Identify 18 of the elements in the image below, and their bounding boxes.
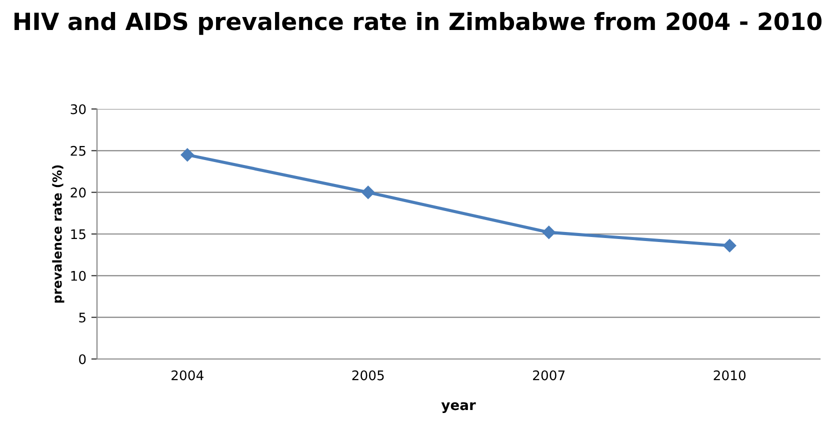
- x-axis-title: year: [441, 402, 476, 413]
- y-tick-label: 15: [71, 229, 86, 240]
- y-tick-label: 10: [71, 270, 86, 281]
- x-tick-label: 2005: [352, 370, 384, 380]
- y-tick-label: 25: [70, 146, 86, 156]
- x-tick-label: 2004: [172, 370, 204, 380]
- y-tick-label: 5: [79, 312, 86, 323]
- point: [542, 226, 556, 239]
- y-tick-label: 20: [70, 188, 86, 198]
- chart-title: HIV and AIDS prevalence rate in Zimbabwe from 2004 - 2010: [14, 12, 822, 35]
- y-tick-label: 0: [79, 354, 86, 364]
- x-tick-label: 2007: [533, 370, 565, 380]
- point: [723, 239, 736, 252]
- y-axis-title: prevalence rate (%): [52, 165, 64, 303]
- y-tick-label: 30: [70, 104, 86, 114]
- x-tick-label: 2010: [714, 370, 746, 380]
- point: [180, 148, 194, 162]
- point: [362, 186, 375, 199]
